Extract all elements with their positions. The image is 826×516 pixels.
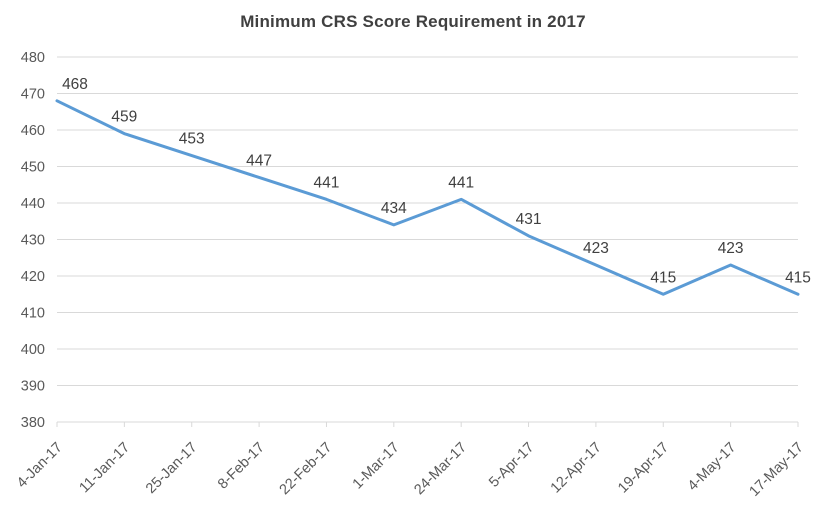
data-point-label: 415: [650, 269, 676, 286]
data-point-label: 423: [583, 240, 609, 257]
x-axis-tick-label: 4-Jan-17: [14, 440, 66, 492]
x-axis-tick-label: 19-Apr-17: [615, 440, 672, 497]
x-axis-tick-label: 4-May-17: [685, 440, 740, 495]
data-point-label: 423: [718, 240, 744, 257]
data-point-label: 453: [179, 131, 205, 148]
data-point-label: 441: [314, 174, 340, 191]
y-axis-tick-label: 450: [21, 160, 45, 176]
x-axis-tick-label: 24-Mar-17: [411, 440, 470, 499]
data-point-label: 434: [381, 200, 407, 217]
x-axis-tick-label: 5-Apr-17: [486, 440, 537, 491]
y-axis-tick-label: 410: [21, 306, 45, 322]
x-axis-tick-label: 1-Mar-17: [350, 440, 403, 493]
y-axis-tick-label: 400: [21, 342, 45, 358]
y-axis-tick-label: 430: [21, 233, 45, 249]
data-point-label: 447: [246, 152, 272, 169]
data-point-label: 459: [111, 109, 137, 126]
data-point-label: 468: [62, 76, 88, 93]
y-axis-tick-label: 470: [21, 87, 45, 103]
data-point-label: 441: [448, 174, 474, 191]
x-axis-tick-label: 17-May-17: [747, 440, 807, 500]
y-axis-tick-label: 480: [21, 50, 45, 66]
x-axis-tick-label: 11-Jan-17: [76, 440, 133, 497]
chart-title: Minimum CRS Score Requirement in 2017: [240, 12, 586, 31]
series-line: [55, 99, 800, 296]
y-axis-tick-label: 390: [21, 379, 45, 395]
y-axis-tick-label: 380: [21, 415, 45, 431]
data-point-label: 431: [516, 211, 542, 228]
x-axis-tick-label: 22-Feb-17: [277, 440, 336, 499]
x-axis-tick-label: 25-Jan-17: [143, 440, 200, 497]
y-axis-tick-label: 420: [21, 269, 45, 285]
x-axis-tick-label: 8-Feb-17: [215, 440, 268, 493]
y-axis-tick-label: 440: [21, 196, 45, 212]
x-axis-tick-label: 12-Apr-17: [548, 440, 605, 497]
y-axis-tick-label: 460: [21, 123, 45, 139]
data-point-label: 415: [785, 269, 811, 286]
